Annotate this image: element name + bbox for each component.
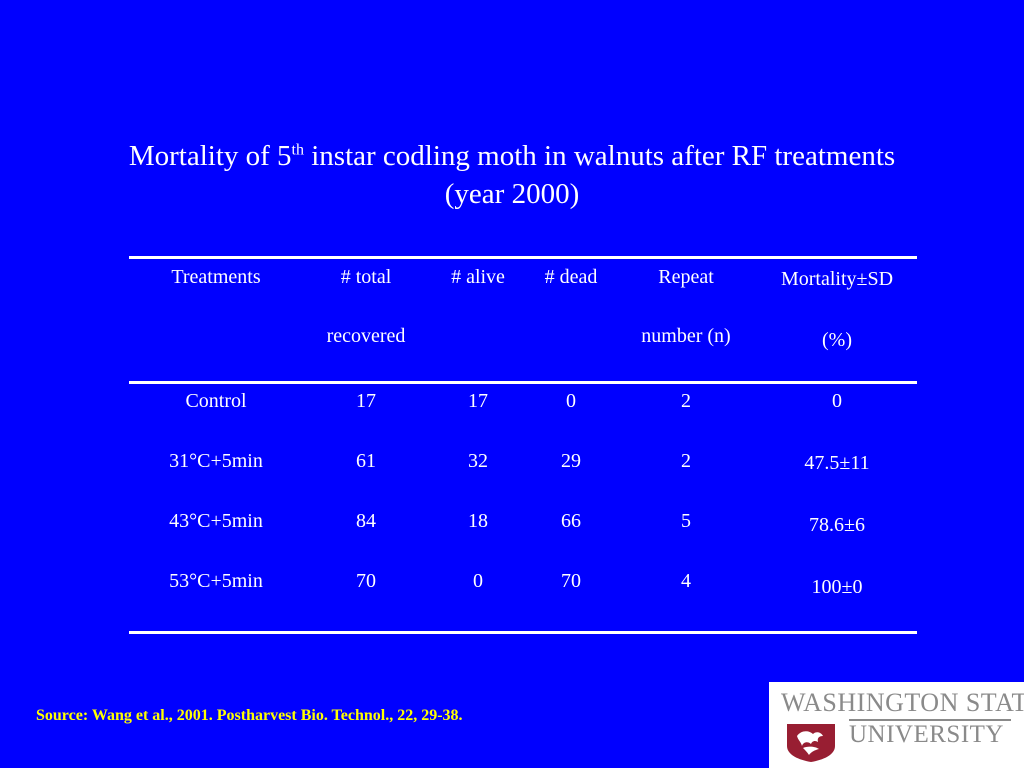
table-top-rule: [129, 256, 917, 259]
header-repeat: Repeat: [658, 266, 714, 288]
header-alive: # alive: [451, 266, 505, 288]
cougar-seal-icon: [787, 724, 835, 762]
table-cell: 43°C+5min: [169, 510, 263, 532]
table-cell: 78.6±6: [809, 514, 865, 536]
table-cell: 0: [473, 570, 483, 592]
title-line-2: (year 2000): [444, 178, 580, 210]
header-treatments: Treatments: [171, 266, 261, 288]
table-cell: 29: [561, 450, 581, 472]
logo-text-line-2: UNIVERSITY: [849, 721, 1004, 748]
table-cell: 0: [832, 390, 842, 412]
university-logo: WASHINGTON STATE UNIVERSITY: [769, 682, 1024, 768]
table-cell: 4: [681, 570, 691, 592]
table-cell: 70: [356, 570, 376, 592]
table-cell: 31°C+5min: [169, 450, 263, 472]
table-cell: 17: [356, 390, 376, 412]
table-cell: 17: [468, 390, 488, 412]
header-total-line2: recovered: [326, 325, 406, 347]
header-total: # total: [340, 266, 392, 288]
table-cell: 2: [681, 450, 691, 472]
source-citation: Source: Wang et al., 2001. Postharvest B…: [36, 707, 463, 724]
table-cell: 70: [561, 570, 581, 592]
table-bottom-rule: [129, 631, 917, 634]
table-header-rule: [129, 381, 917, 384]
table-cell: 61: [356, 450, 376, 472]
table-cell: 18: [468, 510, 488, 532]
table-cell: 53°C+5min: [169, 570, 263, 592]
table-cell: 47.5±11: [804, 452, 870, 474]
header-dead: # dead: [544, 266, 598, 288]
table-cell: Control: [185, 390, 247, 412]
header-repeat-line2: number (n): [641, 325, 731, 347]
table-cell: 2: [681, 390, 691, 412]
logo-text-line-1: WASHINGTON STATE: [781, 688, 1024, 717]
table-cell: 66: [561, 510, 581, 532]
table-cell: 32: [468, 450, 488, 472]
title-line-1: Mortality of 5th instar codling moth in …: [128, 140, 896, 172]
table-cell: 0: [566, 390, 576, 412]
slide-title: Mortality of 5th instar codling moth in …: [0, 137, 1024, 213]
table-cell: 100±0: [811, 576, 863, 598]
table-cell: 84: [356, 510, 376, 532]
header-mortality-line2: (%): [822, 329, 852, 351]
header-mortality: Mortality±SD: [780, 268, 894, 290]
table-cell: 5: [681, 510, 691, 532]
logo-divider: [849, 719, 1011, 721]
